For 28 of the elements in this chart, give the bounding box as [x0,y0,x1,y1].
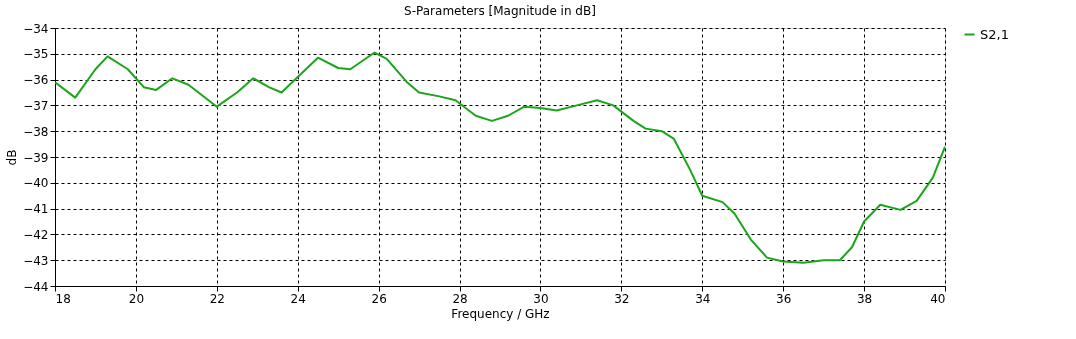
x-tick-label: 18 [55,291,71,306]
y-axis-title: dB [5,149,20,166]
y-tick-label: −44 [23,279,49,294]
y-tick-label: −43 [23,253,49,268]
x-tick-label: 34 [695,291,711,306]
x-tick-label: 36 [776,291,792,306]
y-tick-label: −41 [23,202,49,217]
chart-title: S-Parameters [Magnitude in dB] [404,4,596,18]
x-tick-label: 24 [290,291,306,306]
y-tick-label: −35 [23,47,49,62]
x-tick-label: 20 [128,291,145,306]
y-tick-label: −39 [23,150,49,165]
y-tick-label: −38 [23,124,49,139]
x-tick-label: 38 [856,291,873,306]
x-tick-label: 26 [371,291,387,306]
x-tick-label: 32 [614,291,630,306]
x-tick-label: 40 [930,291,946,306]
legend-label: S2,1 [980,26,1009,42]
x-tick-label: 30 [533,291,549,306]
x-axis-title: Frequency / GHz [451,306,550,321]
y-tick-label: −36 [23,73,49,88]
x-tick-label: 28 [452,291,468,306]
y-tick-label: −34 [23,21,49,36]
y-tick-label: −42 [23,227,49,242]
x-tick-label: 22 [209,291,225,306]
y-tick-label: −37 [23,98,49,113]
y-tick-label: −40 [23,176,49,191]
line-series [55,51,945,264]
